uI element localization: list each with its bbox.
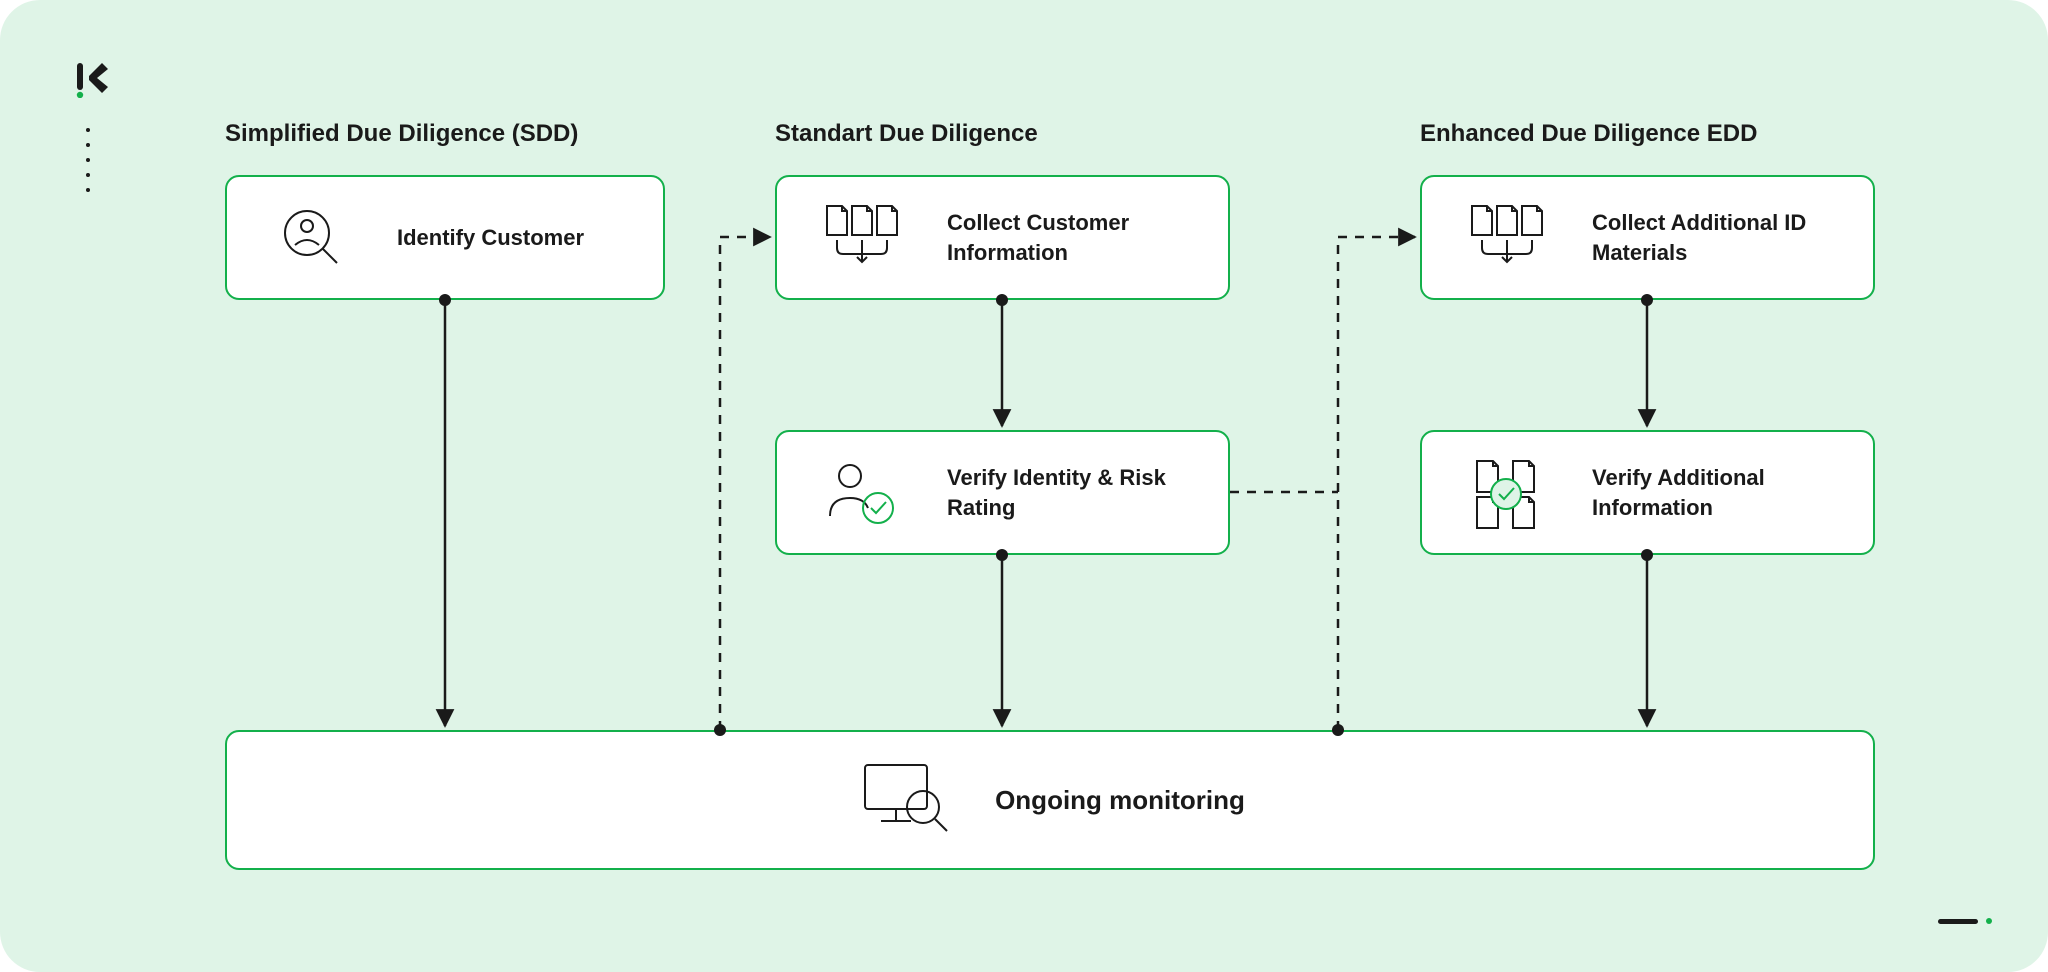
diagram-canvas: Simplified Due Diligence (SDD) Standart …: [0, 0, 2048, 972]
node-identify-customer: Identify Customer: [225, 175, 665, 300]
node-verify-identity: Verify Identity & Risk Rating: [775, 430, 1230, 555]
final-label: Ongoing monitoring: [995, 785, 1245, 816]
column-title-sdd: Simplified Due Diligence (SDD): [225, 120, 578, 148]
person-check-icon: [817, 458, 907, 528]
node-collect-customer-info: Collect Customer Information: [775, 175, 1230, 300]
column-title-edd: Enhanced Due Diligence EDD: [1420, 120, 1757, 148]
decorative-corner-mark: [1938, 918, 1992, 924]
monitor-search-icon: [855, 757, 955, 844]
node-ongoing-monitoring: Ongoing monitoring: [225, 730, 1875, 870]
column-title-standard: Standart Due Diligence: [775, 120, 1038, 148]
magnify-person-icon: [267, 203, 357, 273]
docs-verify-icon: [1462, 455, 1552, 531]
node-collect-additional-id: Collect Additional ID Materials: [1420, 175, 1875, 300]
docs-collect-icon: [1462, 200, 1552, 276]
decorative-dots: [86, 128, 90, 192]
node-label: Collect Customer Information: [947, 208, 1198, 267]
node-label: Verify Identity & Risk Rating: [947, 463, 1198, 522]
node-label: Collect Additional ID Materials: [1592, 208, 1843, 267]
node-label: Identify Customer: [397, 223, 584, 253]
docs-collect-icon: [817, 200, 907, 276]
node-verify-additional-info: Verify Additional Information: [1420, 430, 1875, 555]
node-label: Verify Additional Information: [1592, 463, 1843, 522]
brand-logo: [72, 60, 112, 98]
